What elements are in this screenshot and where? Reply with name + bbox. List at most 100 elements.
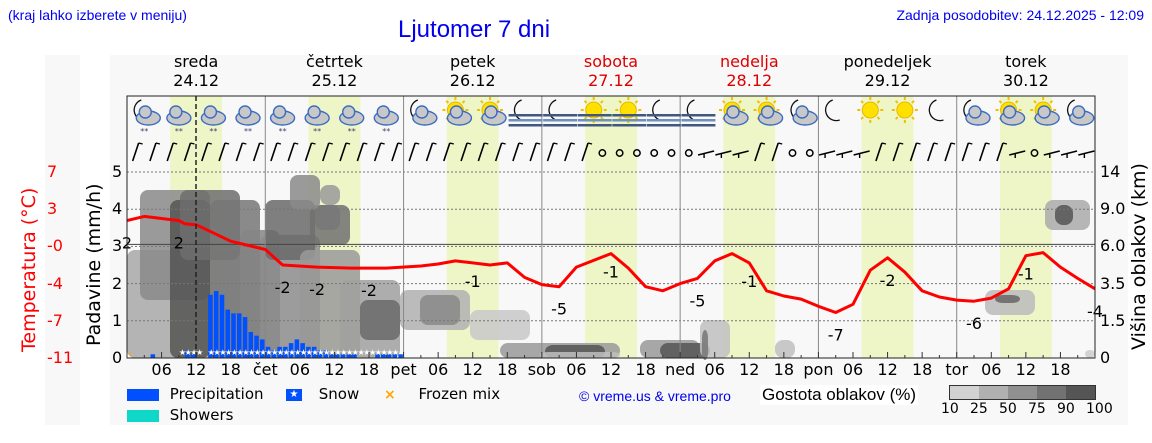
- svg-text:★: ★: [225, 348, 232, 357]
- moon-fog-icon: [508, 99, 543, 127]
- moon-cloud-icon: [963, 99, 991, 126]
- precip-tick: 4: [112, 199, 123, 219]
- svg-text:★: ★: [208, 348, 215, 357]
- cloud-tick: 0: [1100, 348, 1111, 367]
- weather-icons: ** ** ** ** ** ** ** **: [133, 97, 1095, 136]
- region-select-hint: (kraj lahko izberete v meniju): [8, 7, 187, 23]
- x-tick-label: 12: [600, 360, 622, 379]
- x-tick-label: 18: [911, 360, 933, 379]
- sun-cloud-icon: [477, 97, 507, 126]
- x-tick-label: 06: [151, 360, 172, 379]
- temp-tick: 3: [47, 199, 58, 219]
- cloud-tick: 9.0: [1100, 199, 1126, 219]
- sun-icon: [857, 97, 884, 123]
- svg-text:★: ★: [179, 348, 186, 357]
- temp-tick: -4: [47, 273, 63, 293]
- svg-text:★: ★: [288, 348, 295, 357]
- x-tick-label: 06: [704, 360, 725, 379]
- cloud-snow-icon: **: [373, 105, 399, 136]
- frozen-mix-x-icon: ×: [384, 387, 396, 403]
- svg-text:-1: -1: [741, 272, 757, 291]
- cloud-tick: 14: [1100, 162, 1121, 181]
- x-tick-label: 06: [842, 360, 864, 379]
- day-label-4: nedelja 28.12: [689, 52, 809, 90]
- legend-showers: Showers: [169, 406, 234, 424]
- cloud-snow-icon: **: [304, 105, 330, 136]
- chart-grid: [127, 96, 1095, 358]
- day-name: četrtek: [305, 52, 363, 71]
- moon-cloud-snow-icon: **: [133, 99, 161, 136]
- cloud-density-title: Gostota oblakov (%): [760, 385, 919, 405]
- svg-text:★: ★: [231, 348, 238, 357]
- precip-tick: 3: [112, 236, 123, 256]
- moon-cloud-icon: [1066, 99, 1095, 126]
- svg-text:-1: -1: [1018, 265, 1034, 284]
- sun-fog-icon: [612, 97, 647, 127]
- svg-text:★: ★: [357, 348, 364, 357]
- svg-text:-5: -5: [551, 300, 567, 319]
- moon-fog-icon: [646, 99, 681, 127]
- sun-cloud-icon: [719, 97, 749, 126]
- moon-icon: [928, 99, 944, 122]
- day-name: torek: [1005, 52, 1047, 71]
- svg-text:★: ★: [265, 348, 272, 357]
- precip-tick: 2: [112, 273, 123, 293]
- x-tick-label: 06: [981, 360, 1002, 379]
- last-update: Zadnja posodobitev: 24.12.2025 - 12:09: [896, 7, 1144, 23]
- legend-snow: Snow: [318, 385, 360, 403]
- svg-text:-6: -6: [966, 314, 982, 333]
- svg-text:-2: -2: [309, 280, 325, 299]
- svg-text:-5: -5: [689, 291, 705, 310]
- sun-fog-icon: [577, 97, 612, 127]
- svg-text:-7: -7: [828, 326, 844, 345]
- svg-text:-2: -2: [361, 281, 377, 300]
- showers-swatch: [127, 409, 159, 422]
- svg-text:★: ★: [317, 348, 324, 357]
- day-date: 24.12: [173, 71, 220, 90]
- svg-text:★: ★: [306, 348, 313, 357]
- legend-frozen-mix: Frozen mix: [418, 385, 501, 403]
- x-tick-label: ned: [665, 360, 696, 379]
- credit-link[interactable]: © vreme.us & vreme.pro: [579, 388, 731, 404]
- x-tick-label: 18: [773, 360, 795, 379]
- svg-text:★: ★: [346, 348, 353, 357]
- cloud-snow-icon: **: [235, 105, 261, 136]
- cloud-density-tick: 10: [941, 401, 959, 417]
- x-tick-label: 18: [635, 360, 656, 379]
- day-label-0: sreda 24.12: [136, 52, 256, 90]
- precip-tick: 1: [112, 310, 123, 330]
- svg-text:★: ★: [386, 348, 393, 357]
- temperature-line: [126, 214, 1096, 314]
- svg-text:**: **: [382, 127, 390, 136]
- snow-markers: ★★★★ ★★★★★★★★★★★★★★★★★★★★★★★★★★★★★★★★★: [179, 348, 399, 357]
- cloud-tick: 6.0: [1100, 236, 1126, 256]
- sun-cloud-icon: [995, 97, 1026, 126]
- day-name: ponedeljek: [843, 52, 932, 71]
- svg-text:-1: -1: [465, 272, 481, 291]
- frozen-mix-marker: ‹: [128, 349, 132, 360]
- svg-text:**: **: [209, 127, 217, 136]
- svg-text:**: **: [279, 127, 287, 136]
- cloud-density-tick: 25: [970, 401, 988, 417]
- svg-text:**: **: [348, 127, 356, 136]
- svg-text:★: ★: [375, 348, 382, 357]
- moon-fog-icon: [681, 99, 716, 127]
- svg-text:★: ★: [190, 348, 197, 357]
- svg-text:★: ★: [254, 348, 261, 357]
- moon-fog-icon: [543, 99, 578, 127]
- day-name: petek: [450, 52, 496, 71]
- x-tick-label: čet: [252, 360, 278, 379]
- cloud-density-tick: 100: [1086, 401, 1113, 417]
- x-tick-label: 06: [566, 360, 587, 379]
- day-date: 28.12: [726, 71, 773, 90]
- x-tick-label: 12: [1015, 360, 1037, 379]
- x-tick-label: 12: [462, 360, 483, 379]
- day-label-1: četrtek 25.12: [274, 52, 394, 90]
- svg-text:-1: -1: [603, 263, 619, 282]
- svg-text:★: ★: [294, 348, 301, 357]
- svg-text:**: **: [175, 127, 183, 136]
- svg-text:★: ★: [283, 348, 290, 357]
- day-label-6: torek 30.12: [966, 52, 1086, 90]
- cloud-snow-icon: **: [339, 105, 365, 136]
